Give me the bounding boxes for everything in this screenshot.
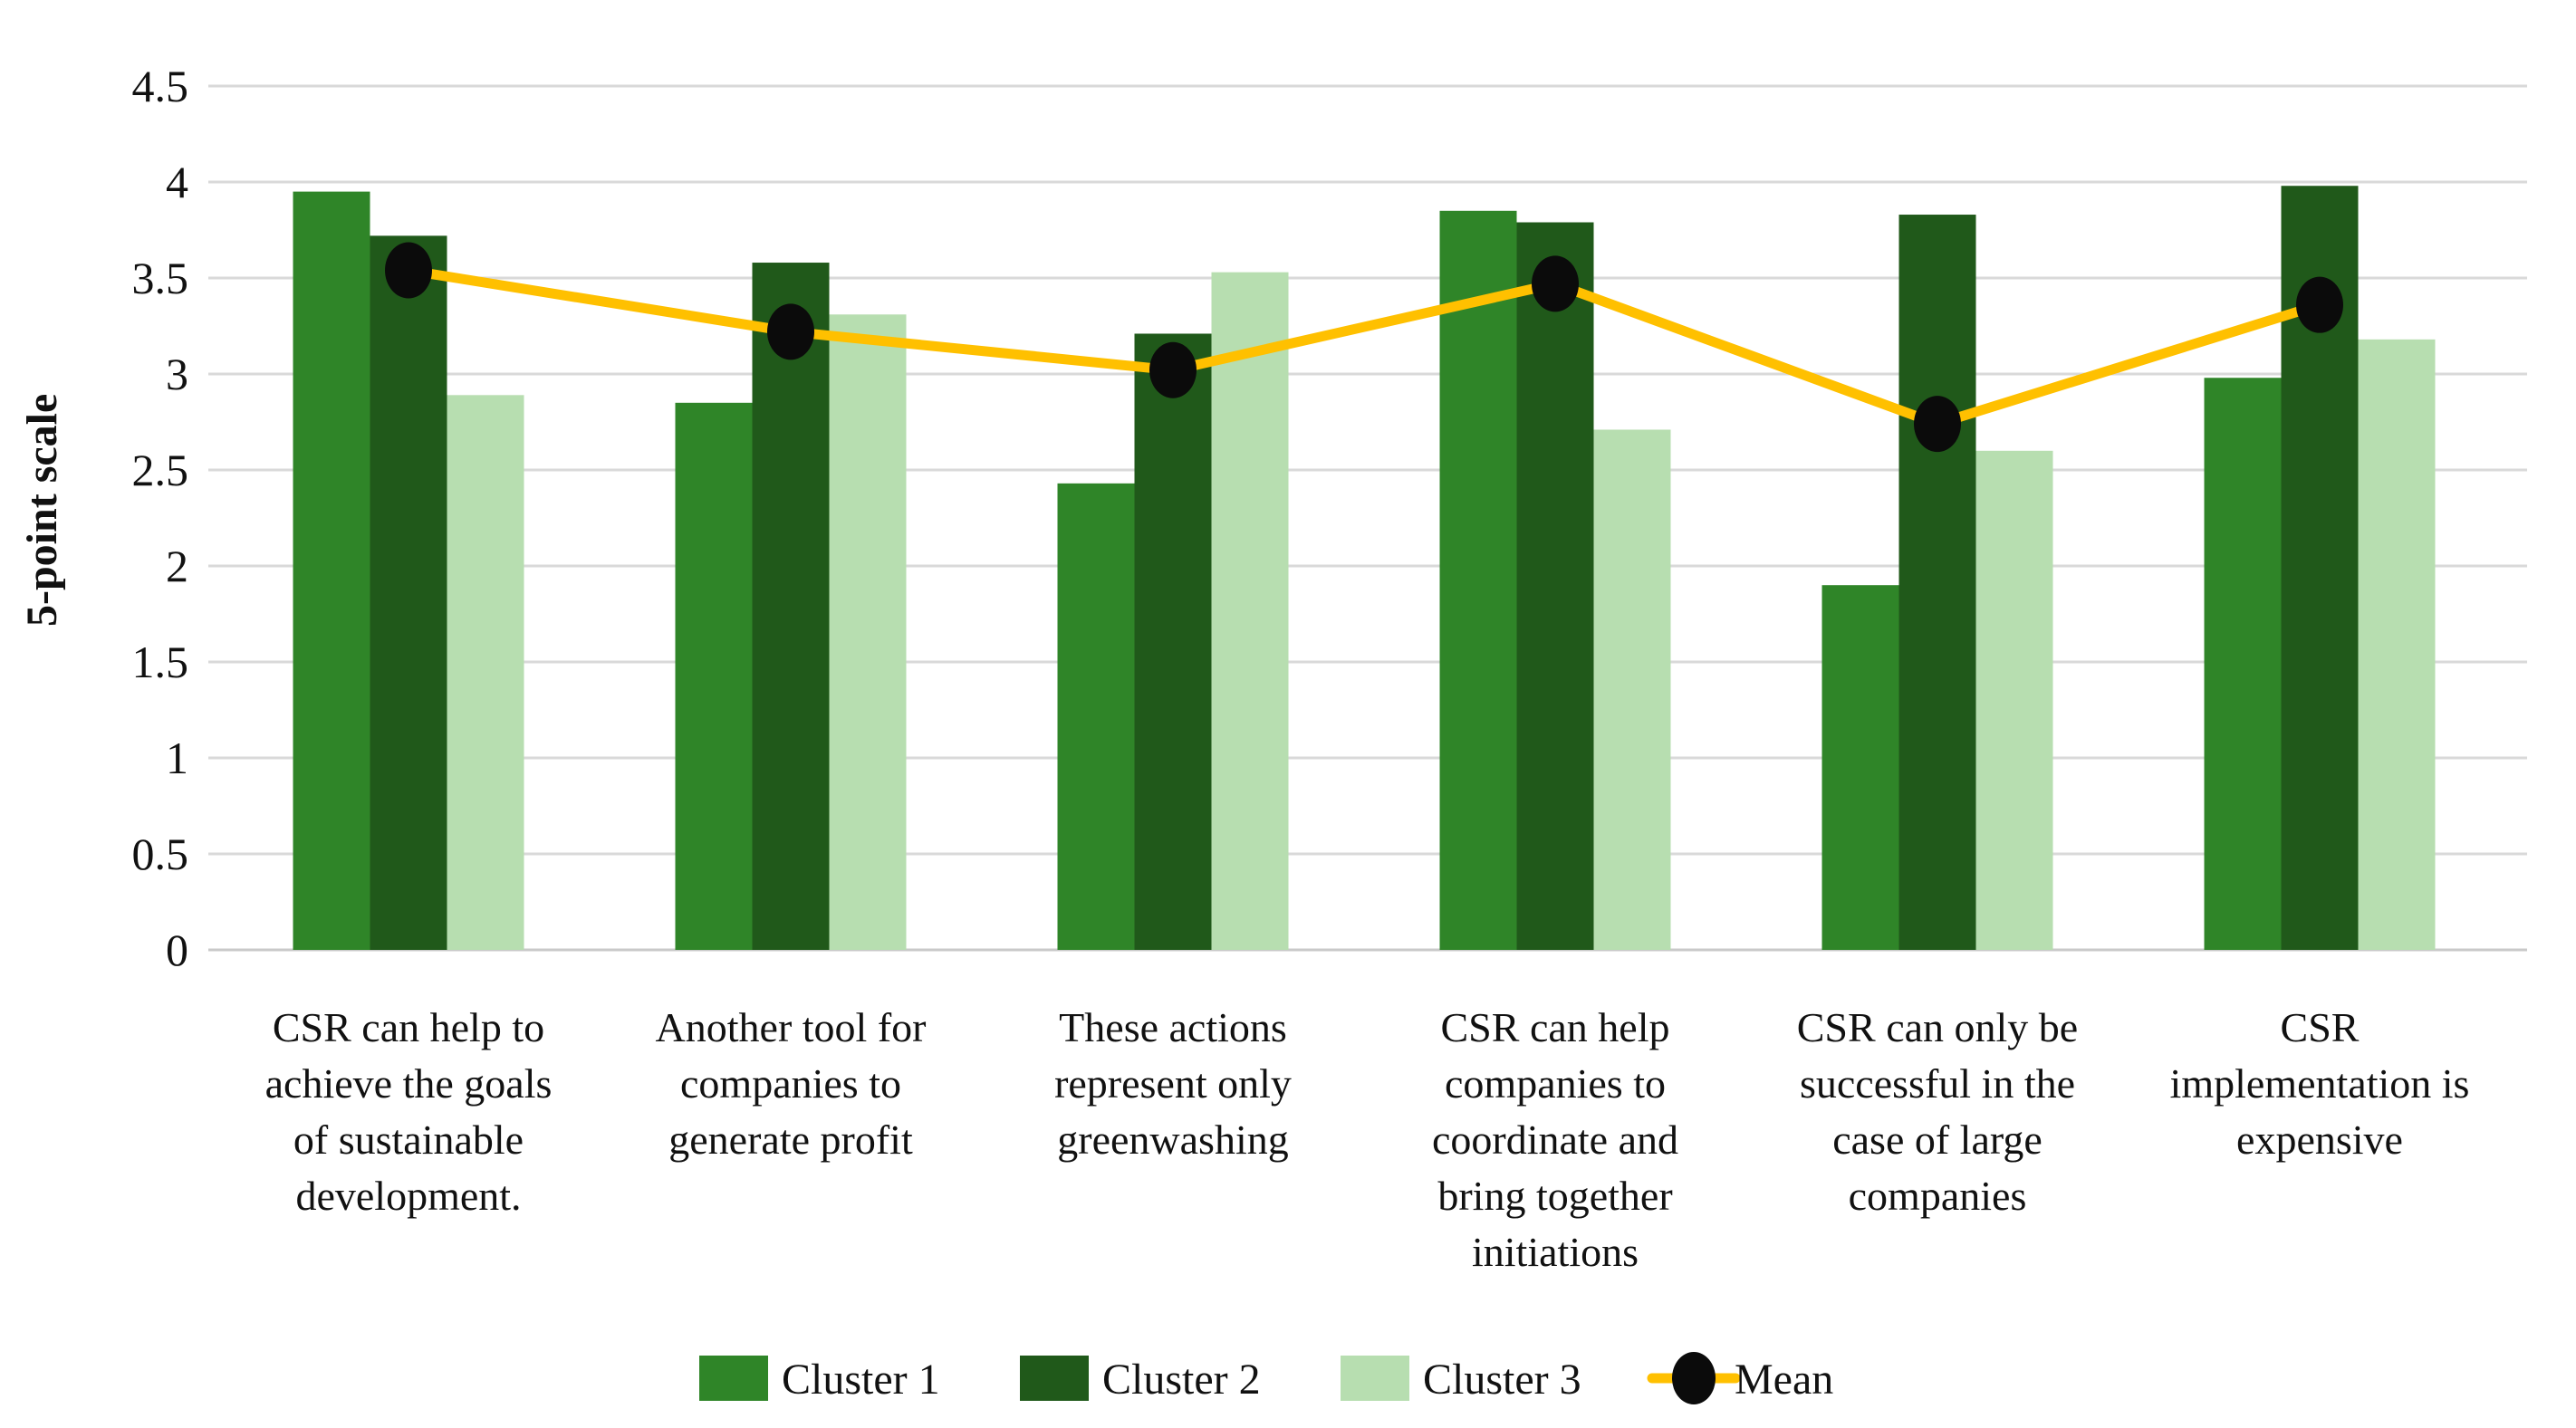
legend-key-cluster2 — [1020, 1356, 1089, 1401]
x-category-label: CSR can help to achieve the goals of susta… — [265, 1004, 553, 1219]
mean-marker-group1 — [385, 242, 432, 299]
bar-cluster3-group3 — [1211, 272, 1289, 950]
x-category-label: Another tool for companies to generate pro… — [656, 1004, 927, 1163]
y-tick-label: 4 — [166, 157, 188, 207]
legend-label: Cluster 2 — [1102, 1356, 1261, 1404]
y-tick-label: 2.5 — [132, 445, 189, 495]
mean-marker-group3 — [1149, 341, 1197, 398]
bar-cluster2-group3 — [1134, 333, 1212, 951]
bar-cluster1-group6 — [2204, 378, 2282, 950]
bar-cluster1-group3 — [1057, 483, 1135, 950]
mean-marker-group2 — [767, 303, 814, 360]
bar-cluster3-group2 — [829, 314, 907, 950]
y-tick-label: 3.5 — [132, 253, 189, 303]
mean-marker-group4 — [1532, 255, 1579, 312]
mean-marker-group5 — [1914, 396, 1961, 453]
y-tick-label: 3 — [166, 349, 188, 399]
x-category-label: CSR can help companies to coordinate and br… — [1432, 1004, 1678, 1275]
bar-cluster2-group5 — [1898, 215, 1976, 951]
legend-label: Cluster 1 — [782, 1356, 940, 1404]
bar-cluster1-group2 — [675, 402, 753, 950]
legend-key-mean-marker — [1672, 1352, 1716, 1404]
bar-cluster3-group6 — [2358, 339, 2436, 951]
y-tick-label: 0 — [166, 925, 188, 975]
bar-cluster3-group5 — [1975, 450, 2053, 950]
x-category-label: These actions represent only greenwashing — [1054, 1004, 1292, 1163]
x-category-label: CSR can only be successful in the case of … — [1797, 1004, 2078, 1219]
y-tick-label: 1 — [166, 733, 188, 783]
mean-line — [403, 265, 2325, 429]
mean-marker-group6 — [2296, 276, 2343, 333]
bar-cluster2-group4 — [1516, 222, 1594, 950]
bar-cluster3-group1 — [447, 395, 524, 950]
bar-cluster3-group4 — [1593, 429, 1671, 951]
bar-cluster1-group5 — [1821, 585, 1899, 950]
legend-label: Mean — [1735, 1356, 1833, 1404]
y-tick-label: 2 — [166, 541, 188, 591]
legend-key-cluster1 — [699, 1356, 768, 1401]
bar-cluster2-group2 — [752, 263, 830, 950]
bar-cluster1-group4 — [1439, 210, 1517, 951]
bar-cluster2-group1 — [370, 235, 447, 950]
bar-cluster1-group1 — [293, 191, 370, 951]
y-tick-label: 4.5 — [132, 61, 189, 111]
x-category-label: CSR implementation is expensive — [2170, 1004, 2470, 1163]
y-tick-label: 0.5 — [132, 829, 189, 879]
legend-key-cluster3 — [1341, 1356, 1409, 1401]
y-axis-title: 5-point scale — [18, 394, 66, 627]
y-tick-label: 1.5 — [132, 637, 189, 687]
legend-label: Cluster 3 — [1423, 1356, 1581, 1404]
